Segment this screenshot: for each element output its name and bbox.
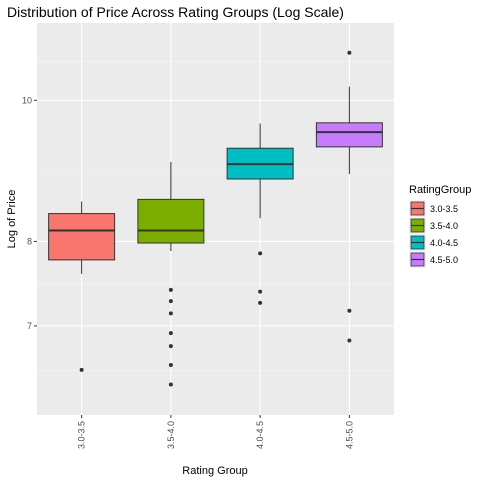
outlier-point	[258, 289, 263, 294]
legend-label: 3.0-3.5	[430, 204, 458, 214]
outlier-point	[258, 300, 263, 305]
y-tick-label: 7	[27, 321, 32, 331]
y-tick-label: 8	[27, 236, 32, 246]
x-tick-label: 4.0-4.5	[255, 421, 265, 449]
box-4.0-4.5	[226, 123, 294, 305]
outlier-point	[168, 311, 173, 316]
legend: RatingGroup 3.0-3.5 3.5-4.0 4.0-4.5 4.5-5.0	[409, 184, 471, 268]
box-3.5-4.0	[137, 162, 205, 387]
minor-gridlines	[37, 61, 394, 371]
box-body	[315, 122, 383, 148]
outlier-point	[168, 344, 173, 349]
y-axis-title: Log of Price	[6, 190, 18, 249]
legend-label: 4.5-5.0	[430, 255, 458, 265]
boxes-layer	[48, 50, 383, 387]
outlier-point	[347, 338, 352, 343]
outlier-point	[168, 363, 173, 368]
legend-title: RatingGroup	[409, 184, 471, 196]
outlier-point	[168, 382, 173, 387]
outlier-point	[347, 50, 352, 55]
box-body	[137, 198, 205, 244]
legend-label: 3.5-4.0	[430, 221, 458, 231]
outlier-point	[168, 331, 173, 336]
y-axis: 7 8 10	[22, 95, 37, 331]
y-tick-label: 10	[22, 95, 32, 105]
box-body	[48, 213, 116, 261]
outlier-point	[79, 367, 84, 372]
legend-label: 4.0-4.5	[430, 238, 458, 248]
outlier-point	[168, 287, 173, 292]
outlier-point	[347, 308, 352, 313]
outlier-point	[168, 299, 173, 304]
chart-title: Distribution of Price Across Rating Grou…	[7, 4, 344, 20]
x-tick-label: 3.5-4.0	[166, 421, 176, 449]
x-axis-title: Rating Group	[182, 465, 247, 477]
box-4.5-5.0	[315, 50, 383, 343]
x-tick-label: 4.5-5.0	[344, 421, 354, 449]
box-3.0-3.5	[48, 201, 116, 372]
outlier-point	[258, 251, 263, 256]
x-axis: 3.0-3.5 3.5-4.0 4.0-4.5 4.5-5.0	[77, 415, 354, 449]
x-tick-label: 3.0-3.5	[77, 421, 87, 449]
